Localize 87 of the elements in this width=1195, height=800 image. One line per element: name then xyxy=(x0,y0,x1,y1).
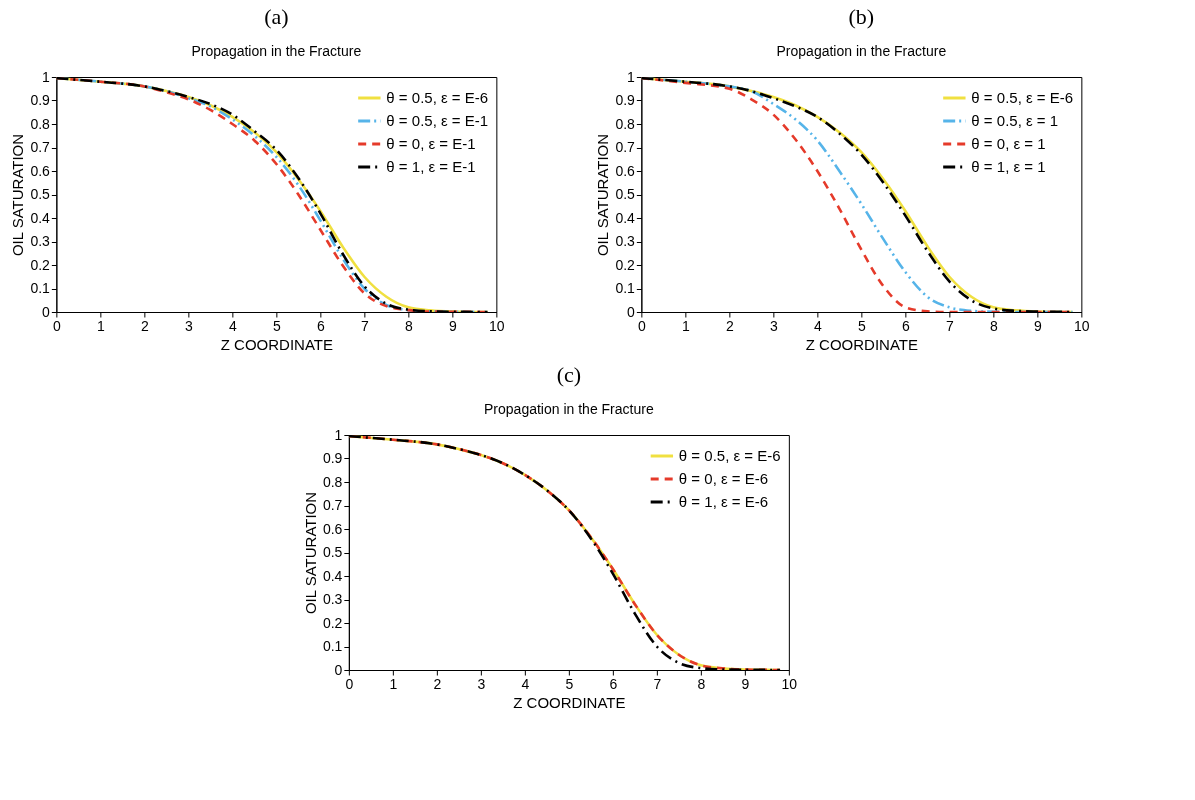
x-tick-label: 10 xyxy=(489,317,505,334)
x-tick-label: 4 xyxy=(813,317,822,334)
y-tick-label: 0.1 xyxy=(30,280,51,296)
y-tick-label: 0.9 xyxy=(30,92,51,108)
x-tick-label: 9 xyxy=(448,317,457,334)
x-tick-label: 7 xyxy=(945,317,954,334)
x-tick-label: 2 xyxy=(725,317,734,334)
legend-label: θ = 0, ε = E-6 xyxy=(678,470,769,487)
x-tick-label: 10 xyxy=(1074,317,1090,334)
x-tick-label: 5 xyxy=(565,675,574,692)
legend-label: θ = 1, ε = E-6 xyxy=(678,493,769,510)
x-tick-label: 3 xyxy=(477,675,486,692)
x-tick-label: 4 xyxy=(521,675,530,692)
y-axis-title: OIL SATURATION xyxy=(594,133,612,257)
x-axis-title: Z COORDINATE xyxy=(513,693,626,711)
legend-label: θ = 1, ε = 1 xyxy=(971,158,1046,175)
y-tick-label: 0.4 xyxy=(30,209,51,226)
y-tick-label: 0.3 xyxy=(322,591,343,607)
y-axis-title: OIL SATURATION xyxy=(301,491,319,615)
y-tick-label: 0.1 xyxy=(615,280,636,296)
y-tick-label: 0.5 xyxy=(322,544,343,560)
y-tick-label: 0.7 xyxy=(615,139,636,155)
y-tick-label: 1 xyxy=(42,68,51,85)
y-tick-label: 0.8 xyxy=(615,115,636,132)
x-tick-label: 9 xyxy=(741,675,750,692)
legend-label: θ = 0, ε = 1 xyxy=(971,135,1046,152)
y-tick-label: 0.7 xyxy=(322,497,343,513)
y-tick-label: 0.3 xyxy=(615,233,636,249)
y-tick-label: 0.6 xyxy=(322,520,343,537)
y-tick-label: 0.9 xyxy=(615,92,636,108)
x-tick-label: 9 xyxy=(1033,317,1042,334)
x-axis-title: Z COORDINATE xyxy=(805,335,918,353)
y-tick-label: 0 xyxy=(627,303,636,320)
y-tick-label: 0.7 xyxy=(30,139,51,155)
y-tick-label: 0.6 xyxy=(615,162,636,179)
y-tick-label: 0.4 xyxy=(615,209,636,226)
y-tick-label: 0 xyxy=(42,303,51,320)
y-tick-label: 0.5 xyxy=(30,186,51,202)
y-tick-label: 0.8 xyxy=(322,473,343,490)
legend-label: θ = 1, ε = E-1 xyxy=(386,158,476,175)
y-tick-label: 0.4 xyxy=(322,567,343,584)
x-tick-label: 8 xyxy=(404,317,413,334)
x-tick-label: 7 xyxy=(360,317,369,334)
x-tick-label: 0 xyxy=(345,675,354,692)
y-tick-label: 0.9 xyxy=(322,450,343,466)
y-tick-label: 1 xyxy=(334,426,343,443)
y-tick-label: 0.8 xyxy=(30,115,51,132)
x-tick-label: 3 xyxy=(184,317,193,334)
x-tick-label: 1 xyxy=(389,675,398,692)
x-tick-label: 4 xyxy=(228,317,237,334)
chart-title: (a) xyxy=(264,4,289,29)
x-tick-label: 8 xyxy=(697,675,706,692)
y-tick-label: 0.2 xyxy=(30,256,51,273)
chart-title: (c) xyxy=(556,362,582,387)
legend-label: θ = 0.5, ε = 1 xyxy=(971,112,1059,129)
y-axis-title: OIL SATURATION xyxy=(9,133,27,257)
x-tick-label: 10 xyxy=(781,675,798,692)
y-tick-label: 0 xyxy=(334,661,343,678)
legend-label: θ = 0.5, ε = E-6 xyxy=(678,447,781,464)
x-tick-label: 5 xyxy=(272,317,281,334)
x-axis-title: Z COORDINATE xyxy=(220,335,333,353)
y-tick-label: 0.1 xyxy=(322,638,343,654)
y-tick-label: 0.2 xyxy=(615,256,636,273)
legend-label: θ = 0, ε = E-1 xyxy=(386,135,476,152)
x-tick-label: 2 xyxy=(140,317,149,334)
y-tick-label: 0.3 xyxy=(30,233,51,249)
chart-subtitle: Propagation in the Fracture xyxy=(484,401,654,417)
chart-subtitle: Propagation in the Fracture xyxy=(191,43,362,59)
x-tick-label: 2 xyxy=(433,675,442,692)
legend-label: θ = 0.5, ε = E-1 xyxy=(386,112,489,129)
x-tick-label: 5 xyxy=(857,317,866,334)
x-tick-label: 6 xyxy=(609,675,618,692)
x-tick-label: 6 xyxy=(316,317,325,334)
y-tick-label: 0.6 xyxy=(30,162,51,179)
legend-label: θ = 0.5, ε = E-6 xyxy=(386,89,489,106)
chart-title: (b) xyxy=(848,4,875,29)
x-tick-label: 1 xyxy=(96,317,105,334)
y-tick-label: 0.2 xyxy=(322,614,343,631)
x-tick-label: 6 xyxy=(901,317,910,334)
x-tick-label: 7 xyxy=(653,675,662,692)
x-tick-label: 3 xyxy=(769,317,778,334)
y-tick-label: 0.5 xyxy=(615,186,636,202)
chart-subtitle: Propagation in the Fracture xyxy=(776,43,947,59)
x-tick-label: 1 xyxy=(681,317,690,334)
legend-label: θ = 0.5, ε = E-6 xyxy=(971,89,1074,106)
y-tick-label: 1 xyxy=(627,68,636,85)
x-tick-label: 8 xyxy=(989,317,998,334)
